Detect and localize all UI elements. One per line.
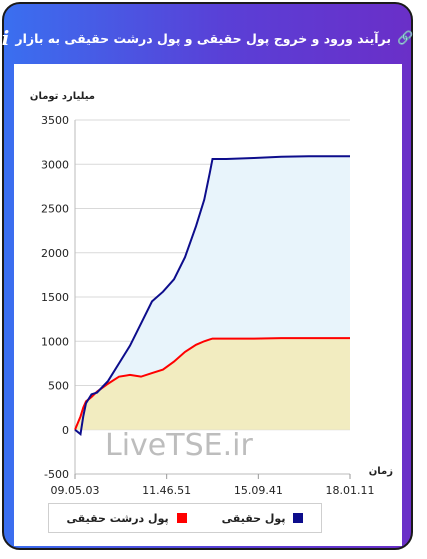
legend-swatch-series2 xyxy=(176,513,187,523)
y-tick-label: 2500 xyxy=(41,203,69,216)
chart-legend: پول حقیقی پول درشت حقیقی xyxy=(48,503,322,533)
x-tick-label: 11.46.51 xyxy=(142,484,191,497)
x-tick-label: 09.05.03 xyxy=(51,484,100,497)
y-tick-label: 0 xyxy=(62,424,69,437)
x-axis-label: زمان xyxy=(369,466,393,477)
legend-item-series1[interactable]: پول حقیقی xyxy=(222,512,304,525)
x-tick-label: 15.09.41 xyxy=(234,484,283,497)
x-tick-label: 18.01.11 xyxy=(326,484,375,497)
y-tick-label: 1000 xyxy=(41,335,69,348)
chart-title: برآیند ورود و خروج پول حقیقی و پول درشت … xyxy=(15,30,392,46)
legend-item-series2[interactable]: پول درشت حقیقی xyxy=(67,512,187,525)
legend-label-series1: پول حقیقی xyxy=(221,511,286,525)
y-tick-label: 2000 xyxy=(41,247,69,260)
y-tick-label: -500 xyxy=(44,468,69,481)
series2-area xyxy=(75,338,350,430)
chart-header: 🔗 برآیند ورود و خروج پول حقیقی و پول درش… xyxy=(1,12,414,64)
y-tick-label: 500 xyxy=(48,380,69,393)
y-tick-label: 3500 xyxy=(41,114,69,127)
watermark: LiveTSE.ir xyxy=(105,428,253,463)
y-tick-label: 3000 xyxy=(41,158,69,171)
legend-label-series2: پول درشت حقیقی xyxy=(66,511,169,525)
y-axis-label: میلیارد تومان xyxy=(30,91,95,102)
link-icon[interactable]: 🔗 xyxy=(397,30,414,46)
info-icon[interactable]: i xyxy=(1,26,10,50)
legend-swatch-series1 xyxy=(293,513,304,523)
y-tick-label: 1500 xyxy=(41,291,69,304)
series1-line xyxy=(74,155,350,437)
series1-area xyxy=(75,156,350,435)
